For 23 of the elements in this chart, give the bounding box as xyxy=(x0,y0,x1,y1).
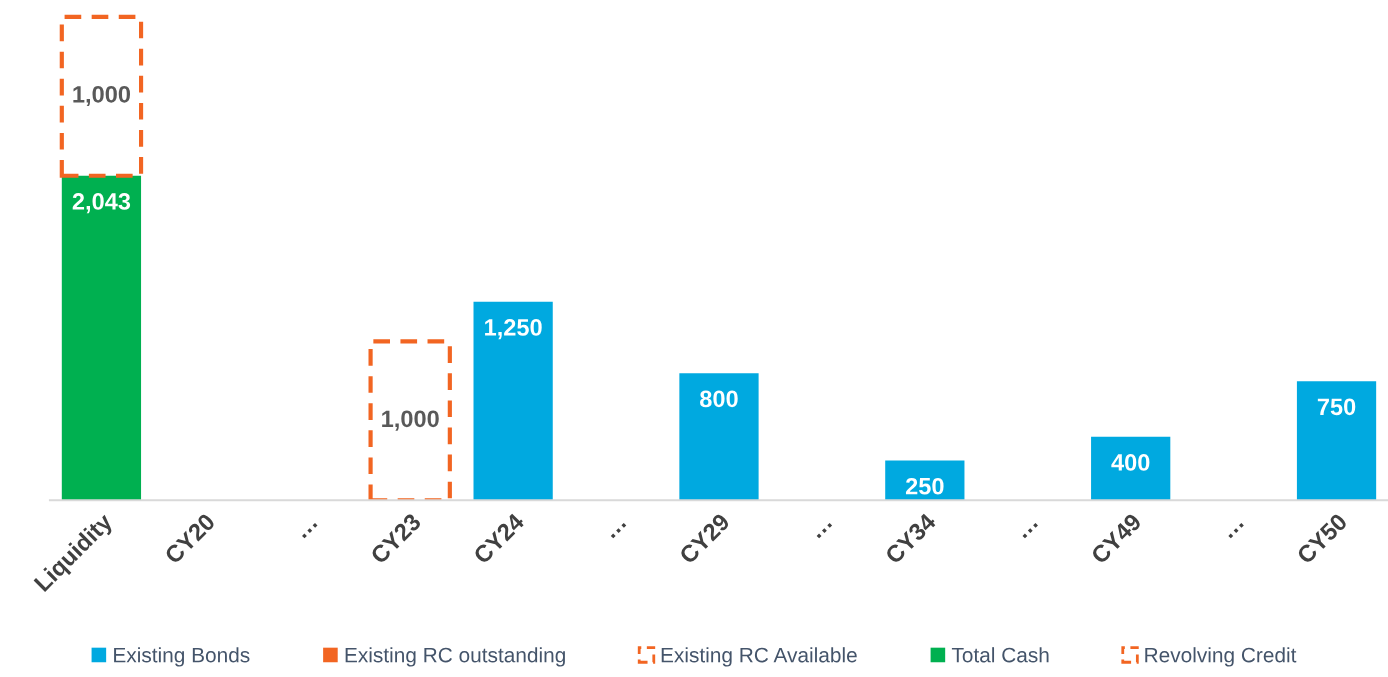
legend-label: Existing Bonds xyxy=(114,647,250,667)
data-label: 2,043 xyxy=(72,193,131,214)
data-label: 750 xyxy=(1317,398,1356,416)
data-label: 800 xyxy=(700,390,738,408)
legend-label: Total Cash xyxy=(951,647,1049,663)
bar xyxy=(1296,381,1377,501)
bar xyxy=(679,373,759,501)
bar xyxy=(1091,436,1171,501)
x-tick-label: … xyxy=(816,522,833,539)
data-label: 400 xyxy=(1111,454,1150,471)
legend-label: Existing RC outstanding xyxy=(345,647,565,667)
bar xyxy=(61,175,142,501)
legend-label: Existing RC Available xyxy=(661,647,857,667)
data-label: 1,250 xyxy=(485,319,542,340)
legend-label: Revolving Credit xyxy=(1145,647,1297,667)
x-tick-label: … xyxy=(610,522,627,539)
x-tick-label: … xyxy=(1022,522,1038,539)
data-label: 250 xyxy=(905,477,944,495)
x-tick-label: … xyxy=(302,522,318,539)
x-tick-label: … xyxy=(1228,522,1244,539)
data-label: 1,000 xyxy=(382,410,439,431)
data-label: 1,000 xyxy=(73,85,131,107)
bar xyxy=(473,301,553,501)
